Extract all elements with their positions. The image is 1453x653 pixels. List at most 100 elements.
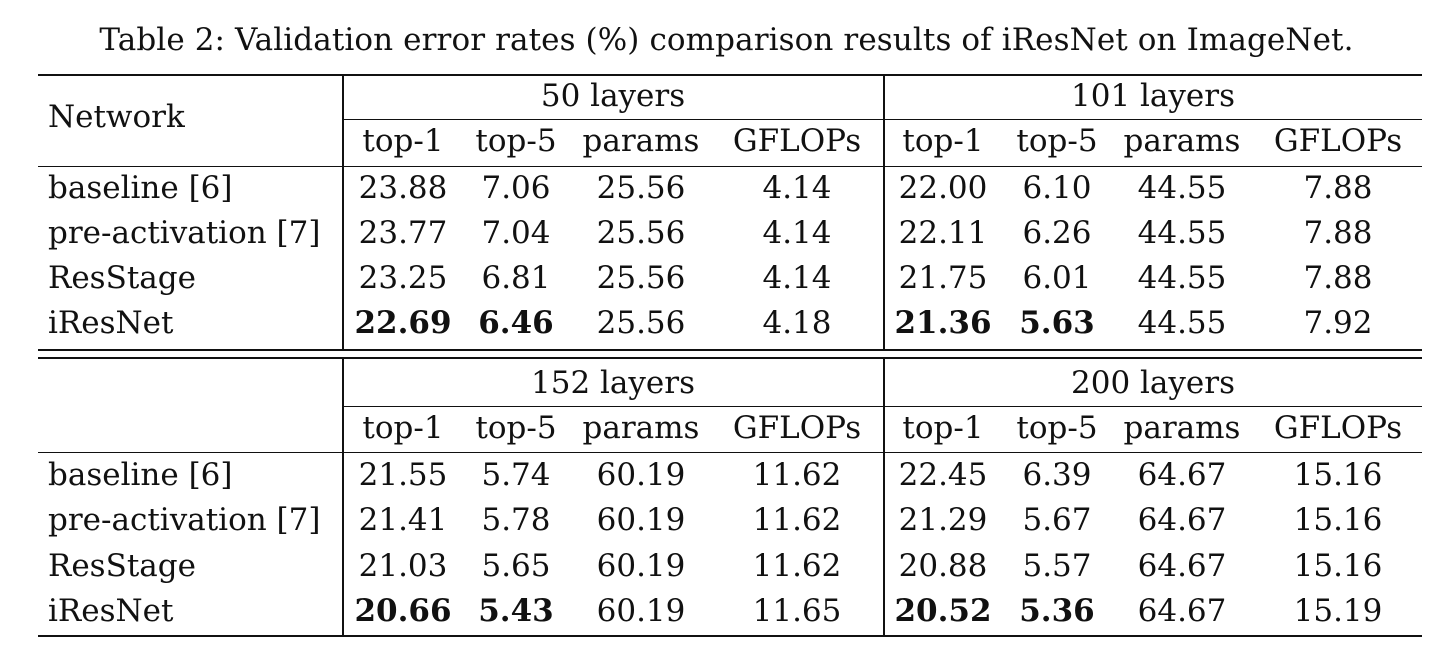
cell: 60.19 xyxy=(596,502,686,538)
top-rule xyxy=(38,74,1422,76)
cell: 21.55 xyxy=(358,457,448,493)
cell: 22.45 xyxy=(898,457,988,493)
col-header-top1: top-1 xyxy=(362,410,444,446)
cell: 7.04 xyxy=(481,215,551,251)
col-header-params: params xyxy=(1123,123,1241,159)
col-header-top5: top-5 xyxy=(1016,123,1098,159)
cell: 7.88 xyxy=(1303,170,1373,206)
cell: 44.55 xyxy=(1137,170,1227,206)
cell-best: 5.43 xyxy=(478,593,554,629)
group-underline-left-1 xyxy=(343,119,884,120)
cell: 6.81 xyxy=(481,260,551,296)
col-header-top1: top-1 xyxy=(902,123,984,159)
group-header-50-layers: 50 layers xyxy=(540,78,686,114)
cell: 22.00 xyxy=(898,170,988,206)
cell-best: 22.69 xyxy=(354,305,452,341)
col-header-top5: top-5 xyxy=(1016,410,1098,446)
cell: 21.41 xyxy=(358,502,448,538)
row-label: iResNet xyxy=(48,593,174,629)
cell: 6.10 xyxy=(1022,170,1092,206)
group-divider-2 xyxy=(883,359,885,635)
cell: 25.56 xyxy=(596,170,686,206)
cell: 5.78 xyxy=(481,502,551,538)
group-header-200-layers: 200 layers xyxy=(1070,365,1236,401)
cell: 44.55 xyxy=(1137,215,1227,251)
cell: 64.67 xyxy=(1137,457,1227,493)
cell-best: 20.52 xyxy=(894,593,992,629)
col-header-gflops: GFLOPs xyxy=(732,410,862,446)
row-label: iResNet xyxy=(48,305,174,341)
cell: 44.55 xyxy=(1137,260,1227,296)
col-header-params: params xyxy=(1123,410,1241,446)
double-rule-bottom xyxy=(38,357,1422,359)
network-divider-2 xyxy=(342,359,344,635)
cell: 44.55 xyxy=(1137,305,1227,341)
cell: 11.65 xyxy=(752,593,842,629)
double-rule-top xyxy=(38,349,1422,351)
cell: 7.92 xyxy=(1303,305,1373,341)
network-header: Network xyxy=(48,99,185,135)
cell: 64.67 xyxy=(1137,593,1227,629)
cell: 15.16 xyxy=(1293,548,1383,584)
cell: 6.39 xyxy=(1022,457,1092,493)
row-label: ResStage xyxy=(48,260,196,296)
cell: 60.19 xyxy=(596,593,686,629)
row-label: pre-activation [7] xyxy=(48,502,321,538)
cell: 5.67 xyxy=(1022,502,1092,538)
col-header-gflops: GFLOPs xyxy=(1273,123,1403,159)
cell: 11.62 xyxy=(752,457,842,493)
cell: 6.01 xyxy=(1022,260,1092,296)
cell: 21.75 xyxy=(898,260,988,296)
cell-best: 20.66 xyxy=(354,593,452,629)
cell: 15.16 xyxy=(1293,457,1383,493)
col-header-gflops: GFLOPs xyxy=(1273,410,1403,446)
group-header-101-layers: 101 layers xyxy=(1070,78,1236,114)
cell: 4.14 xyxy=(762,260,832,296)
cell: 15.19 xyxy=(1293,593,1383,629)
row-label: ResStage xyxy=(48,548,196,584)
cell: 7.88 xyxy=(1303,260,1373,296)
row-label: baseline [6] xyxy=(48,457,233,493)
col-header-top5: top-5 xyxy=(475,410,557,446)
col-header-params: params xyxy=(582,410,700,446)
cell: 20.88 xyxy=(898,548,988,584)
bottom-rule xyxy=(38,635,1422,637)
table-caption: Table 2: Validation error rates (%) comp… xyxy=(99,22,1354,58)
cell: 11.62 xyxy=(752,548,842,584)
cell: 5.65 xyxy=(481,548,551,584)
cell: 4.14 xyxy=(762,170,832,206)
cell: 25.56 xyxy=(596,305,686,341)
cell: 21.03 xyxy=(358,548,448,584)
cell: 60.19 xyxy=(596,457,686,493)
cell: 5.74 xyxy=(481,457,551,493)
col-header-top1: top-1 xyxy=(362,123,444,159)
cell: 64.67 xyxy=(1137,502,1227,538)
group-underline-right-2 xyxy=(884,406,1422,407)
cell: 5.57 xyxy=(1022,548,1092,584)
header-rule-2 xyxy=(38,452,1422,453)
group-underline-right-1 xyxy=(884,119,1422,120)
cell: 23.25 xyxy=(358,260,448,296)
cell: 7.06 xyxy=(481,170,551,206)
group-underline-left-2 xyxy=(343,406,884,407)
cell: 4.18 xyxy=(762,305,832,341)
cell: 60.19 xyxy=(596,548,686,584)
row-label: pre-activation [7] xyxy=(48,215,321,251)
cell-best: 5.36 xyxy=(1019,593,1095,629)
cell: 23.77 xyxy=(358,215,448,251)
cell-best: 6.46 xyxy=(478,305,554,341)
col-header-top5: top-5 xyxy=(475,123,557,159)
cell: 25.56 xyxy=(596,215,686,251)
cell: 64.67 xyxy=(1137,548,1227,584)
cell: 25.56 xyxy=(596,260,686,296)
cell-best: 21.36 xyxy=(894,305,992,341)
col-header-top1: top-1 xyxy=(902,410,984,446)
cell: 21.29 xyxy=(898,502,988,538)
cell: 11.62 xyxy=(752,502,842,538)
cell: 7.88 xyxy=(1303,215,1373,251)
group-divider-1 xyxy=(883,76,885,349)
network-divider-1 xyxy=(342,76,344,349)
row-label: baseline [6] xyxy=(48,170,233,206)
cell: 6.26 xyxy=(1022,215,1092,251)
cell: 15.16 xyxy=(1293,502,1383,538)
